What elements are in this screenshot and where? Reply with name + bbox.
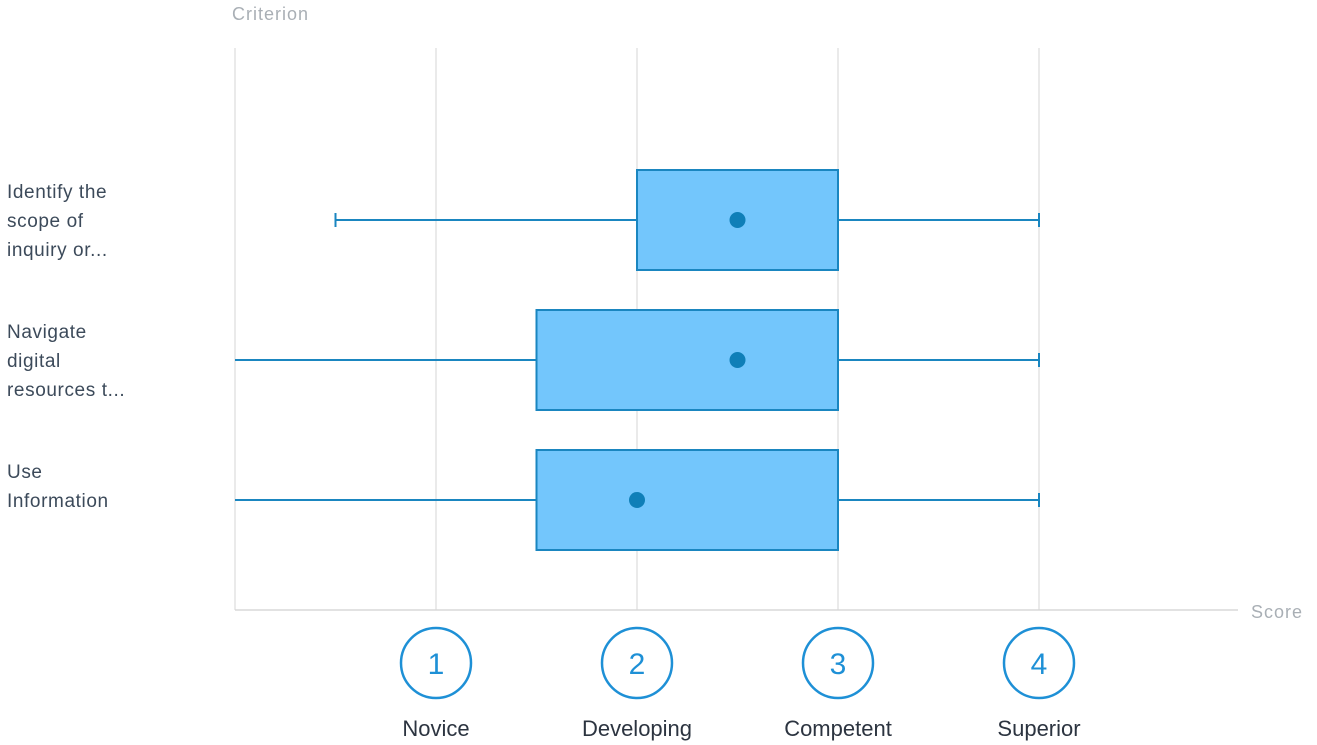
box-row bbox=[334, 169, 1040, 271]
category-label: Use Information bbox=[7, 462, 109, 512]
category-label-line: Identify the bbox=[7, 182, 107, 203]
tick-circle bbox=[801, 626, 875, 700]
tick-name: Developing bbox=[582, 716, 692, 741]
tick-label: 4 Superior bbox=[997, 626, 1081, 741]
box-series bbox=[235, 169, 1040, 551]
box bbox=[535, 309, 839, 411]
tick-circle bbox=[600, 626, 674, 700]
category-label-line: scope of bbox=[7, 211, 84, 232]
category-label: Navigate digital resources t... bbox=[7, 322, 125, 401]
category-label: Identify the scope of inquiry or... bbox=[7, 182, 108, 261]
category-label-line: digital bbox=[7, 351, 61, 372]
box-row bbox=[235, 309, 1040, 411]
tick-number: 1 bbox=[428, 648, 445, 681]
box-row bbox=[235, 449, 1040, 551]
tick-name: Superior bbox=[997, 716, 1080, 741]
category-label-line: inquiry or... bbox=[7, 240, 108, 261]
category-label-line: resources t... bbox=[7, 380, 125, 401]
tick-number: 2 bbox=[629, 648, 646, 681]
category-label-line: Information bbox=[7, 491, 109, 512]
tick-circle bbox=[1002, 626, 1076, 700]
category-labels: Identify the scope of inquiry or... Navigat… bbox=[7, 182, 125, 512]
box bbox=[535, 449, 839, 551]
tick-label: 3 Competent bbox=[784, 626, 892, 741]
category-label-line: Use bbox=[7, 462, 43, 483]
tick-label: 2 Developing bbox=[582, 626, 692, 741]
tick-number: 3 bbox=[830, 648, 847, 681]
mean-dot bbox=[729, 352, 746, 368]
x-tick-labels: 1 Novice 2 Developing 3 Competent 4 Superior bbox=[399, 626, 1081, 741]
tick-label: 1 Novice bbox=[399, 626, 473, 741]
tick-name: Competent bbox=[784, 716, 892, 741]
category-label-line: Navigate bbox=[7, 322, 87, 343]
mean-dot bbox=[729, 212, 746, 228]
y-axis-title: Criterion bbox=[232, 4, 309, 24]
mean-dot bbox=[629, 492, 645, 508]
x-axis-title: Score bbox=[1251, 602, 1303, 622]
tick-number: 4 bbox=[1031, 648, 1048, 681]
axes bbox=[234, 48, 1238, 611]
tick-name: Novice bbox=[402, 716, 469, 741]
tick-circle bbox=[399, 626, 473, 700]
